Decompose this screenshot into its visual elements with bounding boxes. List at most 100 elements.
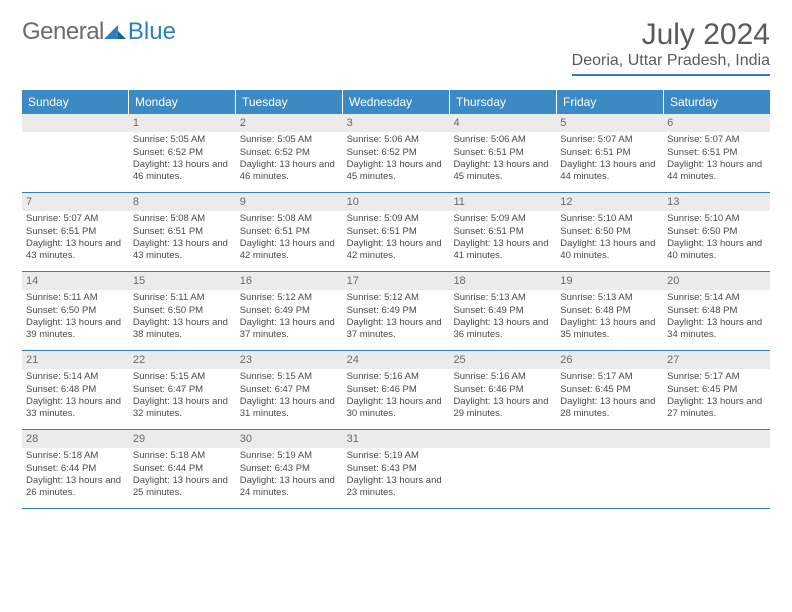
day-number: 31: [343, 430, 450, 448]
sunset-line: Sunset: 6:45 PM: [667, 384, 766, 396]
day-number-empty: [556, 430, 663, 448]
sunset-line: Sunset: 6:50 PM: [26, 305, 125, 317]
day-header-friday: Friday: [557, 90, 664, 114]
day-number: 5: [556, 114, 663, 132]
sunrise-line: Sunrise: 5:11 AM: [26, 292, 125, 304]
day-number: 15: [129, 272, 236, 290]
day-number: 21: [22, 351, 129, 369]
daylight-line: Daylight: 13 hours and 38 minutes.: [133, 317, 232, 342]
sunrise-line: Sunrise: 5:18 AM: [133, 450, 232, 462]
sunset-line: Sunset: 6:45 PM: [560, 384, 659, 396]
daylight-line: Daylight: 13 hours and 42 minutes.: [347, 238, 446, 263]
daylight-line: Daylight: 13 hours and 40 minutes.: [667, 238, 766, 263]
daylight-line: Daylight: 13 hours and 35 minutes.: [560, 317, 659, 342]
daylight-line: Daylight: 13 hours and 37 minutes.: [240, 317, 339, 342]
daylight-line: Daylight: 13 hours and 44 minutes.: [560, 159, 659, 184]
day-header-wednesday: Wednesday: [343, 90, 450, 114]
day-number: 26: [556, 351, 663, 369]
daylight-line: Daylight: 13 hours and 26 minutes.: [26, 475, 125, 500]
day-number: 2: [236, 114, 343, 132]
day-body: Sunrise: 5:13 AMSunset: 6:49 PMDaylight:…: [449, 292, 556, 345]
day-number: 20: [663, 272, 770, 290]
daylight-line: Daylight: 13 hours and 28 minutes.: [560, 396, 659, 421]
day-body: Sunrise: 5:19 AMSunset: 6:43 PMDaylight:…: [236, 450, 343, 503]
day-body: Sunrise: 5:07 AMSunset: 6:51 PMDaylight:…: [556, 134, 663, 187]
day-body: Sunrise: 5:06 AMSunset: 6:51 PMDaylight:…: [449, 134, 556, 187]
day-body: Sunrise: 5:07 AMSunset: 6:51 PMDaylight:…: [663, 134, 770, 187]
day-cell: 9Sunrise: 5:08 AMSunset: 6:51 PMDaylight…: [236, 193, 343, 271]
sunset-line: Sunset: 6:52 PM: [240, 147, 339, 159]
day-cell: [449, 430, 556, 508]
day-cell: 10Sunrise: 5:09 AMSunset: 6:51 PMDayligh…: [343, 193, 450, 271]
day-body: Sunrise: 5:07 AMSunset: 6:51 PMDaylight:…: [22, 213, 129, 266]
sunset-line: Sunset: 6:49 PM: [240, 305, 339, 317]
day-number: 24: [343, 351, 450, 369]
day-cell: 21 Sunrise: 5:14 AMSunset: 6:48 PMDayligh…: [22, 351, 129, 429]
day-number: 16: [236, 272, 343, 290]
day-cell: 5 Sunrise: 5:07 AMSunset: 6:51 PMDaylight…: [556, 114, 663, 192]
sunset-line: Sunset: 6:44 PM: [133, 463, 232, 475]
day-cell: 8Sunrise: 5:08 AMSunset: 6:51 PMDaylight…: [129, 193, 236, 271]
daylight-line: Daylight: 13 hours and 37 minutes.: [347, 317, 446, 342]
sunset-line: Sunset: 6:46 PM: [347, 384, 446, 396]
page-title: July 2024: [572, 18, 770, 52]
day-cell: 12Sunrise: 5:10 AMSunset: 6:50 PMDayligh…: [556, 193, 663, 271]
daylight-line: Daylight: 13 hours and 34 minutes.: [667, 317, 766, 342]
header: General Blue July 2024 Deoria, Uttar Pra…: [22, 18, 770, 76]
sunrise-line: Sunrise: 5:12 AM: [240, 292, 339, 304]
day-cell: [663, 430, 770, 508]
sunrise-line: Sunrise: 5:19 AM: [240, 450, 339, 462]
day-body: Sunrise: 5:09 AMSunset: 6:51 PMDaylight:…: [449, 213, 556, 266]
day-cell: 27Sunrise: 5:17 AMSunset: 6:45 PMDayligh…: [663, 351, 770, 429]
day-body: Sunrise: 5:15 AMSunset: 6:47 PMDaylight:…: [236, 371, 343, 424]
day-number: 12: [556, 193, 663, 211]
day-number: 23: [236, 351, 343, 369]
sunset-line: Sunset: 6:48 PM: [26, 384, 125, 396]
sunrise-line: Sunrise: 5:15 AM: [133, 371, 232, 383]
day-body: Sunrise: 5:14 AMSunset: 6:48 PMDaylight:…: [22, 371, 129, 424]
sunrise-line: Sunrise: 5:07 AM: [560, 134, 659, 146]
day-cell: 16 Sunrise: 5:12 AMSunset: 6:49 PMDayligh…: [236, 272, 343, 350]
week-row: 7 Sunrise: 5:07 AMSunset: 6:51 PMDaylight…: [22, 193, 770, 272]
day-cell: 30 Sunrise: 5:19 AMSunset: 6:43 PMDayligh…: [236, 430, 343, 508]
day-body: Sunrise: 5:11 AMSunset: 6:50 PMDaylight:…: [129, 292, 236, 345]
day-cell: 17Sunrise: 5:12 AMSunset: 6:49 PMDayligh…: [343, 272, 450, 350]
daylight-line: Daylight: 13 hours and 45 minutes.: [347, 159, 446, 184]
sunrise-line: Sunrise: 5:16 AM: [453, 371, 552, 383]
sunset-line: Sunset: 6:46 PM: [453, 384, 552, 396]
day-number: 11: [449, 193, 556, 211]
week-row: 1Sunrise: 5:05 AMSunset: 6:52 PMDaylight…: [22, 114, 770, 193]
daylight-line: Daylight: 13 hours and 43 minutes.: [133, 238, 232, 263]
day-body: Sunrise: 5:05 AMSunset: 6:52 PMDaylight:…: [236, 134, 343, 187]
sunrise-line: Sunrise: 5:13 AM: [453, 292, 552, 304]
day-cell: 2 Sunrise: 5:05 AMSunset: 6:52 PMDaylight…: [236, 114, 343, 192]
daylight-line: Daylight: 13 hours and 44 minutes.: [667, 159, 766, 184]
sunrise-line: Sunrise: 5:08 AM: [240, 213, 339, 225]
daylight-line: Daylight: 13 hours and 27 minutes.: [667, 396, 766, 421]
day-number: 1: [129, 114, 236, 132]
day-number: 7: [22, 193, 129, 211]
day-cell: 6Sunrise: 5:07 AMSunset: 6:51 PMDaylight…: [663, 114, 770, 192]
day-cell: 18Sunrise: 5:13 AMSunset: 6:49 PMDayligh…: [449, 272, 556, 350]
day-cell: 23 Sunrise: 5:15 AMSunset: 6:47 PMDayligh…: [236, 351, 343, 429]
day-number: 30: [236, 430, 343, 448]
day-body: Sunrise: 5:12 AMSunset: 6:49 PMDaylight:…: [236, 292, 343, 345]
sunrise-line: Sunrise: 5:17 AM: [560, 371, 659, 383]
day-body: Sunrise: 5:16 AMSunset: 6:46 PMDaylight:…: [343, 371, 450, 424]
day-body: Sunrise: 5:12 AMSunset: 6:49 PMDaylight:…: [343, 292, 450, 345]
day-cell: 20Sunrise: 5:14 AMSunset: 6:48 PMDayligh…: [663, 272, 770, 350]
sunrise-line: Sunrise: 5:07 AM: [667, 134, 766, 146]
sunset-line: Sunset: 6:49 PM: [347, 305, 446, 317]
day-body: Sunrise: 5:05 AMSunset: 6:52 PMDaylight:…: [129, 134, 236, 187]
sunrise-line: Sunrise: 5:09 AM: [453, 213, 552, 225]
sunset-line: Sunset: 6:50 PM: [667, 226, 766, 238]
sunrise-line: Sunrise: 5:14 AM: [26, 371, 125, 383]
sunrise-line: Sunrise: 5:19 AM: [347, 450, 446, 462]
day-header-sunday: Sunday: [22, 90, 129, 114]
sunrise-line: Sunrise: 5:08 AM: [133, 213, 232, 225]
day-body: Sunrise: 5:11 AMSunset: 6:50 PMDaylight:…: [22, 292, 129, 345]
day-cell: [22, 114, 129, 192]
sunset-line: Sunset: 6:43 PM: [347, 463, 446, 475]
sunrise-line: Sunrise: 5:05 AM: [133, 134, 232, 146]
day-number-empty: [449, 430, 556, 448]
